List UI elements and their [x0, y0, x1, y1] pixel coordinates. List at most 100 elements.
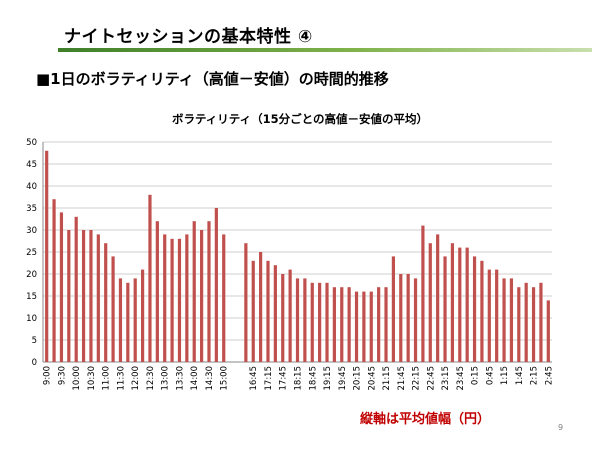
x-tick-label: 1:45: [515, 366, 525, 385]
bar: [251, 260, 255, 362]
section-heading: ■1日のボラティリティ（高値－安値）の時間的推移: [36, 70, 389, 88]
x-tick-label: 22:15: [412, 366, 422, 391]
x-tick-label: 12:30: [146, 366, 156, 391]
x-tick-label: 21:45: [397, 366, 407, 391]
bar: [177, 238, 182, 362]
bar: [59, 212, 64, 362]
x-tick-label: 21:15: [382, 366, 392, 391]
x-tick-label: 11:00: [102, 366, 112, 391]
x-tick-label: 12:00: [131, 366, 141, 391]
bar: [104, 243, 108, 362]
chart-title: ボラティリティ（15分ごとの高値－安値の平均）: [171, 112, 428, 126]
x-tick-label: 22:45: [426, 366, 436, 391]
bar: [399, 274, 403, 362]
bar: [148, 194, 152, 362]
bar: [207, 221, 211, 362]
bar: [472, 256, 477, 362]
x-tick-label: 0:15: [471, 366, 481, 385]
bar: [539, 282, 543, 362]
x-tick-label: 17:45: [279, 366, 289, 391]
bar: [502, 278, 506, 362]
x-tick-label: 11:30: [116, 366, 126, 391]
page-number: 9: [558, 423, 564, 432]
x-tick-label: 0:45: [485, 366, 495, 385]
y-tick-label: 40: [26, 182, 37, 192]
x-tick-label: 13:00: [161, 366, 171, 391]
bar: [295, 278, 300, 362]
x-tick-label: 18:15: [294, 366, 304, 391]
bar: [74, 216, 78, 362]
x-tick-label: 19:15: [323, 366, 333, 391]
bar: [52, 199, 56, 362]
bar: [303, 278, 307, 362]
x-tick-label: 2:45: [544, 366, 554, 385]
bar: [259, 252, 263, 362]
bar: [546, 300, 550, 362]
bar: [273, 265, 277, 362]
y-tick-label: 20: [26, 270, 37, 280]
bar: [524, 282, 528, 362]
bar: [266, 260, 270, 362]
y-tick-label: 15: [26, 292, 37, 302]
bar: [354, 291, 359, 362]
slide-title: ナイトセッションの基本特性 ④: [64, 27, 313, 47]
x-tick-label: 10:30: [87, 366, 97, 391]
bar: [384, 287, 388, 362]
bar: [67, 230, 71, 362]
bar: [96, 234, 100, 362]
x-tick-label: 16:45: [249, 366, 259, 391]
x-tick-label: 14:30: [205, 366, 215, 391]
bar: [118, 278, 123, 362]
x-tick-label: 9:00: [43, 366, 53, 385]
bar: [487, 269, 491, 362]
x-tick-label: 17:15: [264, 366, 274, 391]
bar: [45, 150, 49, 362]
bar: [458, 247, 462, 362]
bar: [111, 256, 115, 362]
bar: [517, 287, 521, 362]
bar: [155, 221, 159, 362]
x-tick-label: 13:30: [175, 366, 185, 391]
bar: [163, 234, 167, 362]
bar: [126, 282, 130, 362]
bar: [421, 225, 425, 362]
bar: [185, 234, 189, 362]
bar: [450, 243, 455, 362]
x-tick-label: 18:45: [308, 366, 318, 391]
x-tick-label: 10:00: [72, 366, 82, 391]
x-tick-label: 9:30: [57, 366, 67, 385]
bar: [377, 287, 381, 362]
bar: [318, 282, 322, 362]
y-tick-label: 45: [26, 160, 37, 170]
y-tick-label: 5: [32, 336, 37, 346]
y-tick-labels: 0 5 10 15 20 25 30 35 40 45 50: [26, 138, 37, 368]
x-tick-label: 20:15: [353, 366, 363, 391]
bar: [244, 243, 248, 362]
bar: [413, 278, 418, 362]
x-tick-label: 1:15: [500, 366, 510, 385]
x-tick-label: 19:45: [338, 366, 348, 391]
bar: [480, 260, 484, 362]
bar: [222, 234, 226, 362]
bar: [192, 221, 196, 362]
y-tick-label: 30: [26, 226, 37, 236]
bar: [428, 243, 432, 362]
bar: [200, 230, 204, 362]
bar: [465, 247, 469, 362]
bar: [325, 282, 329, 362]
y-tick-label: 25: [26, 248, 37, 258]
y-tick-label: 35: [26, 204, 37, 214]
bar: [81, 230, 86, 362]
x-tick-label: 14:00: [190, 366, 200, 391]
y-tick-label: 10: [26, 314, 37, 324]
x-tick-label: 20:45: [367, 366, 377, 391]
bar: [531, 287, 536, 362]
bar: [89, 230, 93, 362]
bar: [391, 256, 395, 362]
bar: [288, 269, 292, 362]
x-tick-label: 23:45: [456, 366, 466, 391]
bar: [140, 269, 145, 362]
bar: [369, 291, 373, 362]
bar: [347, 287, 351, 362]
